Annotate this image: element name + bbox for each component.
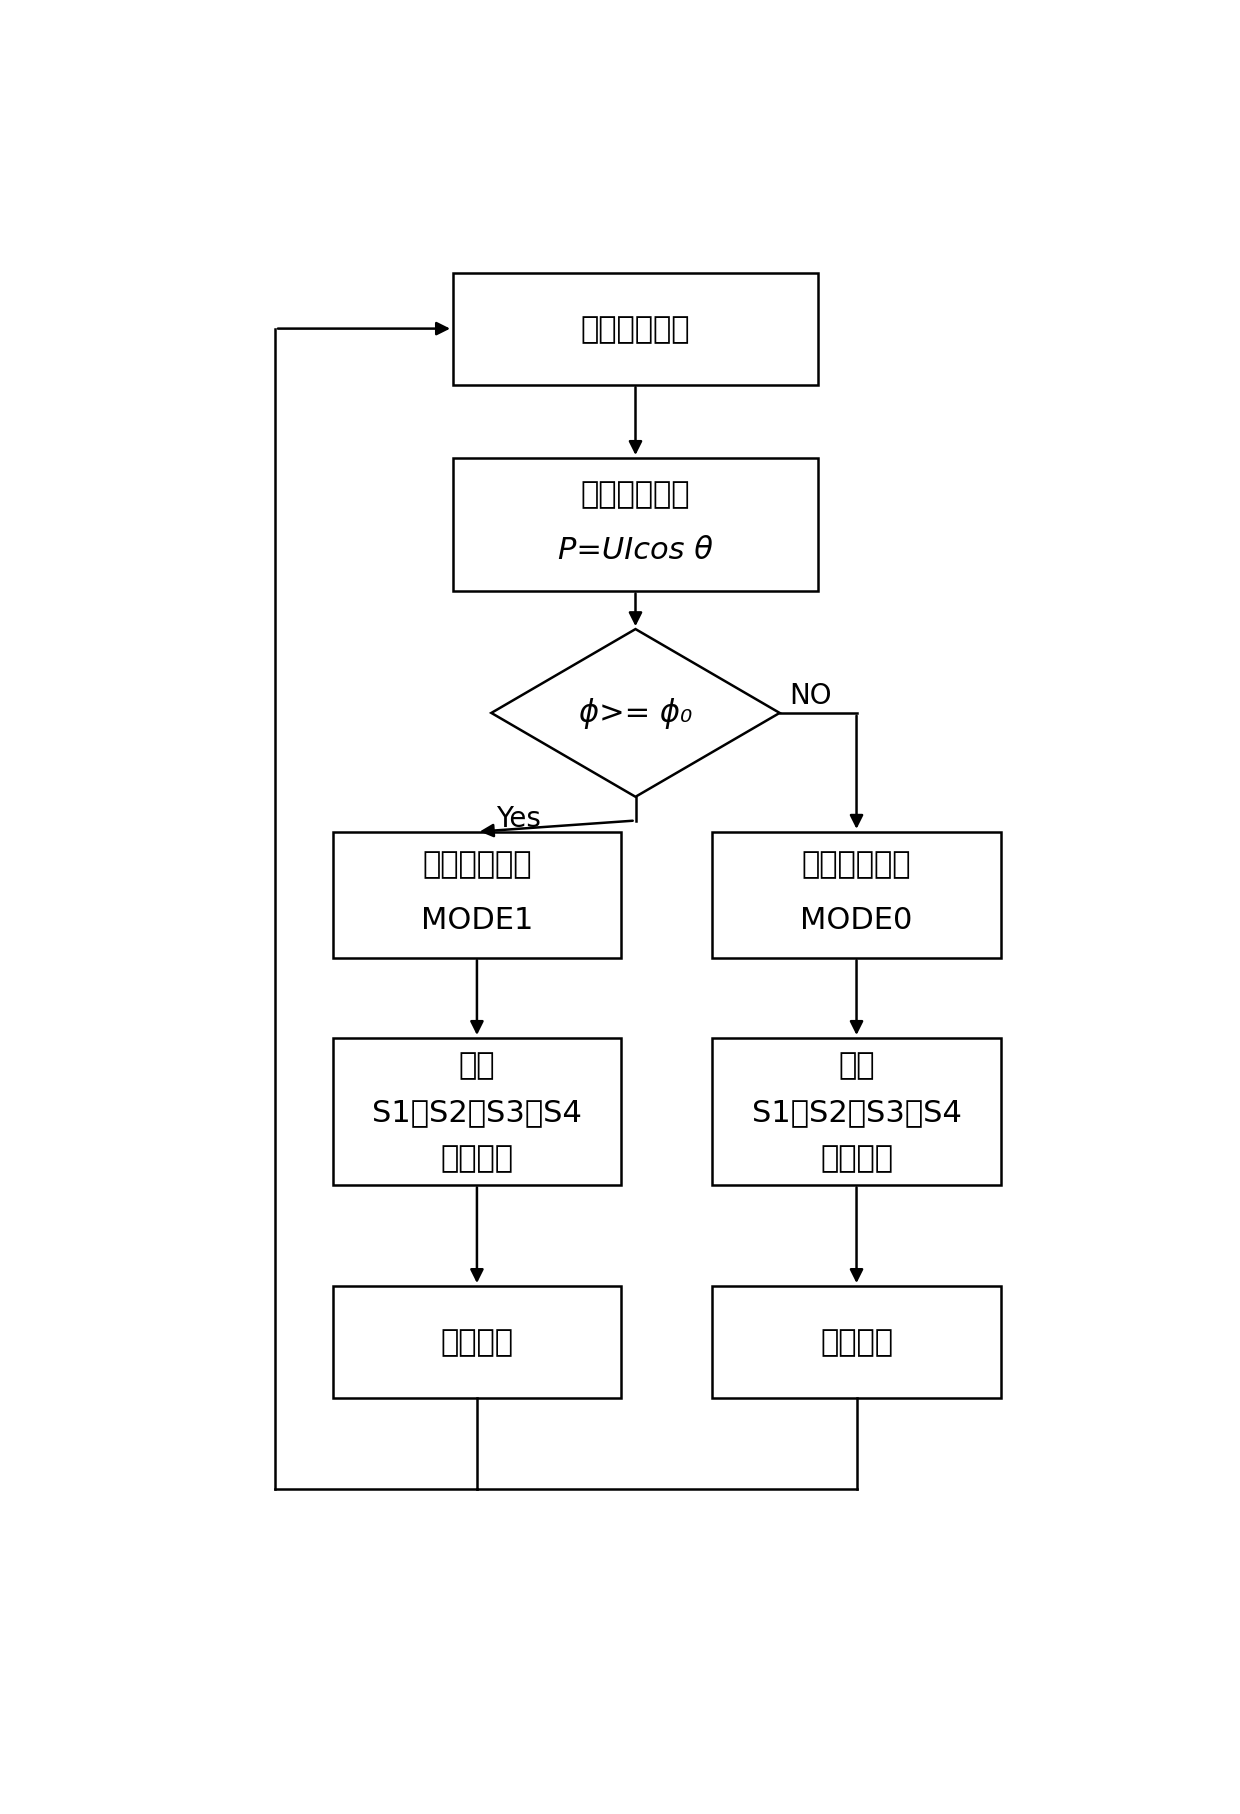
Text: 脉冲波形: 脉冲波形 bbox=[820, 1143, 893, 1172]
Polygon shape bbox=[491, 629, 780, 798]
Text: 功率输出: 功率输出 bbox=[440, 1328, 513, 1357]
Text: 测量电流电压: 测量电流电压 bbox=[580, 316, 691, 345]
Text: NO: NO bbox=[789, 682, 832, 709]
Text: ϕ>= ϕ₀: ϕ>= ϕ₀ bbox=[579, 698, 692, 729]
Text: S1、S2、S3、S4: S1、S2、S3、S4 bbox=[751, 1097, 961, 1126]
Text: MODE0: MODE0 bbox=[800, 905, 913, 934]
Text: S1、S2、S3、S4: S1、S2、S3、S4 bbox=[372, 1097, 582, 1126]
Text: P=UIcos θ: P=UIcos θ bbox=[558, 535, 713, 564]
Text: 计算输出功率: 计算输出功率 bbox=[580, 479, 691, 508]
Text: 输出: 输出 bbox=[838, 1050, 874, 1079]
Text: 脉冲波形: 脉冲波形 bbox=[440, 1143, 513, 1172]
Text: 选择工作模式: 选择工作模式 bbox=[802, 851, 911, 878]
Bar bbox=[712, 1038, 1001, 1185]
Text: 输出: 输出 bbox=[459, 1050, 495, 1079]
Text: MODE1: MODE1 bbox=[420, 905, 533, 934]
Text: Yes: Yes bbox=[496, 804, 541, 833]
Text: 功率输出: 功率输出 bbox=[820, 1328, 893, 1357]
Text: 选择工作模式: 选择工作模式 bbox=[422, 851, 532, 878]
Bar bbox=[332, 1286, 621, 1399]
Bar bbox=[453, 274, 818, 385]
Bar bbox=[332, 1038, 621, 1185]
Bar bbox=[453, 459, 818, 591]
Bar bbox=[712, 1286, 1001, 1399]
Bar bbox=[712, 833, 1001, 958]
Bar bbox=[332, 833, 621, 958]
